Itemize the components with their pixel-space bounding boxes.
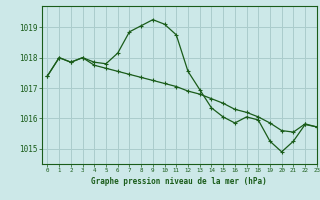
X-axis label: Graphe pression niveau de la mer (hPa): Graphe pression niveau de la mer (hPa) <box>91 177 267 186</box>
